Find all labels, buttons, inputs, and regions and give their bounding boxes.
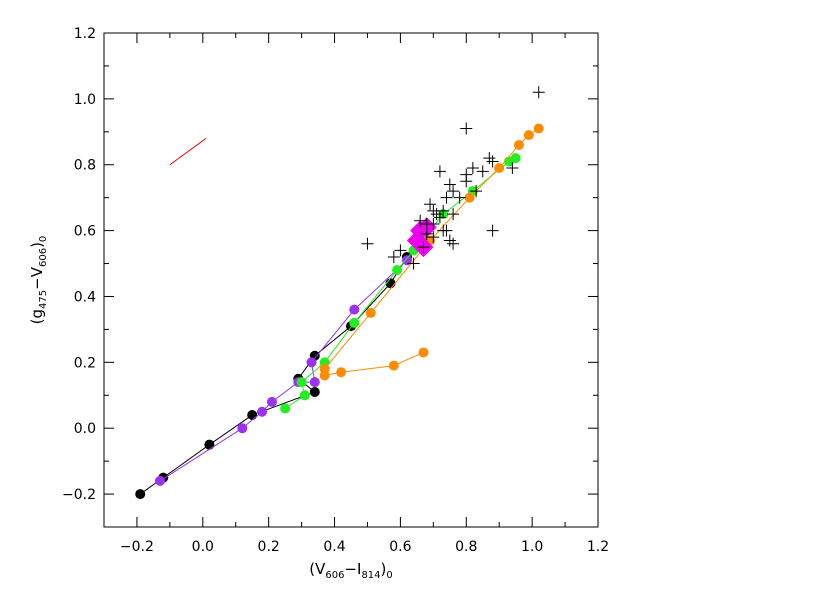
x-tick-label: 1.0 — [521, 539, 543, 555]
y-tick-label: 0.6 — [74, 224, 96, 240]
data-point-plus — [430, 208, 443, 221]
data-point-plus — [506, 162, 519, 175]
x-tick-label: 1.2 — [587, 539, 609, 555]
axis-tick-labels: −0.2 0.0 0.2 0.4 0.6 0.8 1.0 1.2 −0.2 0.0 0.2 0.4 0.… — [62, 26, 609, 555]
y-tick-label: 1.2 — [74, 26, 96, 42]
y-axis-label: (g475−V606)0 — [28, 236, 49, 325]
x-tick-label: 0.6 — [389, 539, 411, 555]
y-tick-label: 0.8 — [74, 158, 96, 174]
reddening-arrow — [169, 137, 207, 166]
data-point — [237, 423, 248, 434]
y-tick-label: 0.4 — [74, 289, 96, 305]
y-tick-label: 1.0 — [74, 92, 96, 108]
x-tick-label: 0.0 — [192, 539, 214, 555]
series-line — [284, 157, 516, 409]
series-1 — [154, 235, 429, 486]
x-tick-label: 0.8 — [455, 539, 477, 555]
y-tick-label: 0.2 — [74, 355, 96, 371]
data-point-plus — [486, 155, 499, 168]
data-point — [309, 377, 320, 388]
data-point — [309, 386, 320, 397]
x-tick-label: −0.2 — [120, 539, 154, 555]
data-point — [135, 489, 146, 500]
data-point-plus — [433, 211, 446, 224]
data-point-plus — [361, 237, 374, 250]
series-line — [159, 240, 424, 482]
data-point — [494, 163, 505, 174]
data-point-plus — [447, 185, 460, 198]
series-line — [139, 243, 428, 495]
series-0 — [135, 238, 432, 500]
data-point — [349, 304, 360, 315]
data-point-plus — [483, 152, 496, 165]
series-5 — [361, 86, 545, 270]
data-point-plus — [447, 237, 460, 250]
data-point — [349, 317, 360, 328]
data-point — [299, 390, 310, 401]
data-point — [401, 255, 412, 266]
data-point — [533, 123, 544, 134]
plot-frame — [103, 32, 599, 528]
data-point-plus — [387, 250, 400, 263]
data-point-plus — [427, 218, 440, 231]
data-point-plus — [407, 257, 420, 270]
y-tick-label: 0.0 — [74, 421, 96, 437]
data-point — [296, 377, 307, 388]
data-point — [336, 367, 347, 378]
series-3 — [319, 123, 544, 381]
reddening-vector-layer — [169, 137, 207, 166]
x-tick-label: 0.4 — [323, 539, 345, 555]
data-point — [513, 139, 524, 150]
data-point-plus — [486, 224, 499, 237]
data-point-plus — [414, 214, 427, 227]
data-point — [319, 370, 330, 381]
series-layer — [135, 86, 545, 500]
data-point — [154, 475, 165, 486]
data-point — [418, 347, 429, 358]
data-point-plus — [394, 244, 407, 257]
data-point-plus — [466, 162, 479, 175]
series-2 — [280, 153, 521, 414]
data-point-plus — [420, 227, 433, 240]
data-point — [392, 265, 403, 276]
data-point-plus — [453, 191, 466, 204]
data-point — [280, 403, 291, 414]
data-point-plus — [532, 86, 545, 99]
data-point-plus — [424, 198, 437, 211]
data-point — [464, 192, 475, 203]
y-tick-label: −0.2 — [62, 487, 96, 503]
data-point-plus — [433, 165, 446, 178]
data-point — [204, 439, 215, 450]
data-point-plus — [460, 122, 473, 135]
x-axis-label: (V606−I814)0 — [309, 560, 393, 581]
data-point-plus — [443, 178, 456, 191]
data-point-plus — [417, 241, 430, 254]
x-tick-label: 0.2 — [258, 539, 280, 555]
data-point-plus — [437, 224, 450, 237]
data-point — [388, 360, 399, 371]
data-point-plus — [476, 165, 489, 178]
data-point-plus — [427, 231, 440, 244]
data-point-plus — [447, 208, 460, 221]
data-point-plus — [460, 175, 473, 188]
data-point — [306, 357, 317, 368]
axis-ticks — [103, 32, 599, 528]
data-point — [257, 406, 268, 417]
data-point — [247, 410, 258, 421]
data-point — [365, 307, 376, 318]
data-point-plus — [440, 191, 453, 204]
data-point-plus — [443, 234, 456, 247]
data-point-plus — [470, 185, 483, 198]
data-point — [266, 396, 277, 407]
data-point-plus — [437, 204, 450, 217]
data-point — [523, 130, 534, 141]
